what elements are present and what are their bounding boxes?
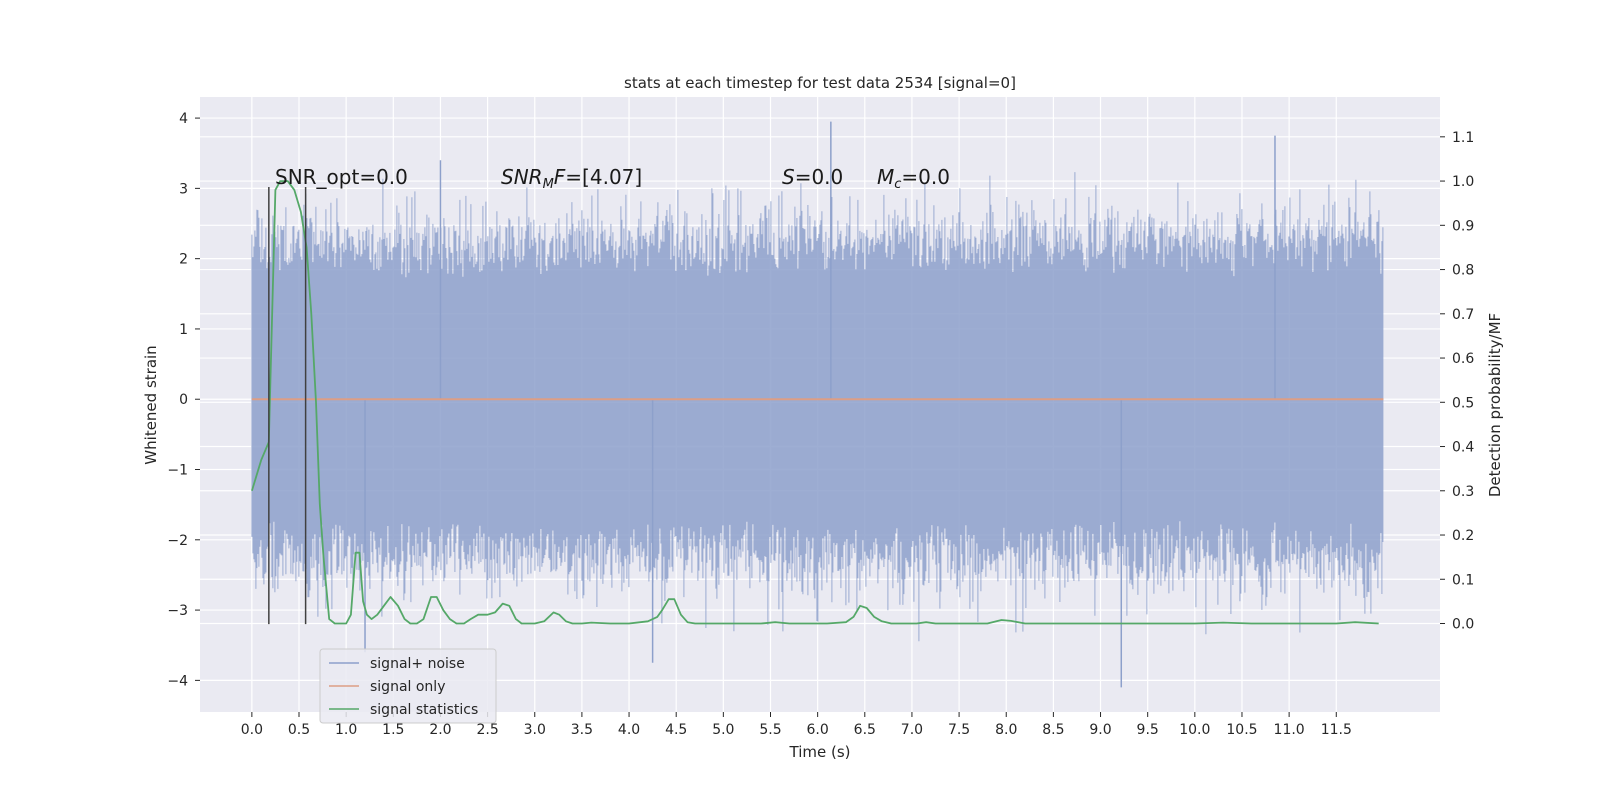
y-tick-label-right: 1.0 bbox=[1452, 174, 1474, 190]
y-tick-label-right: 0.1 bbox=[1452, 572, 1474, 588]
x-tick-label: 0.5 bbox=[288, 722, 310, 738]
x-tick-label: 11.5 bbox=[1321, 722, 1352, 738]
x-tick-label: 3.0 bbox=[524, 722, 546, 738]
x-axis: 0.0 0.5 1.0 1.5 2.0 2.5 3.0 3.5 4.0 4.5 5.0 5.5 6.0 6… bbox=[241, 712, 1352, 738]
x-tick-label: 9.0 bbox=[1089, 722, 1111, 738]
annotation-snr-mf: SNRMF=[4.07] bbox=[501, 165, 642, 192]
x-tick-label: 8.0 bbox=[995, 722, 1017, 738]
x-tick-label: 10.5 bbox=[1226, 722, 1257, 738]
legend-box bbox=[319, 648, 497, 724]
legend-label-signal-noise: signal+ noise bbox=[370, 656, 465, 672]
y-tick-label-right: 0.2 bbox=[1452, 528, 1474, 544]
x-tick-label: 4.5 bbox=[665, 722, 687, 738]
y-tick-label-left: 3 bbox=[179, 181, 188, 197]
y-tick-label-right: 0.3 bbox=[1452, 484, 1474, 500]
legend-label-signal-statistics: signal statistics bbox=[370, 702, 478, 718]
x-tick-label: 6.0 bbox=[807, 722, 829, 738]
y-tick-label-left: 4 bbox=[179, 111, 188, 127]
annotation-snr-opt: SNR_opt=0.0 bbox=[275, 165, 408, 189]
y-tick-label-right: 0.6 bbox=[1452, 351, 1474, 367]
y-axis-label-left: Whitened strain bbox=[142, 345, 160, 464]
legend-label-signal-only: signal only bbox=[370, 679, 445, 695]
y-tick-label-right: 0.5 bbox=[1452, 395, 1474, 411]
y-tick-label-left: 1 bbox=[179, 322, 188, 338]
y-axis-left: −4 −3 −2 −1 0 1 2 3 4 bbox=[167, 111, 200, 689]
chart-title: stats at each timestep for test data 253… bbox=[624, 74, 1016, 92]
y-tick-label-left: −3 bbox=[167, 603, 188, 619]
y-axis-right: 0.0 0.1 0.2 0.3 0.4 0.5 0.6 0.7 0.8 0.9 1.0 1.1 bbox=[1440, 130, 1474, 633]
x-tick-label: 7.0 bbox=[901, 722, 923, 738]
x-tick-label: 8.5 bbox=[1042, 722, 1064, 738]
y-tick-label-left: 0 bbox=[179, 392, 188, 408]
y-tick-label-left: 2 bbox=[179, 252, 188, 268]
x-tick-label: 6.5 bbox=[854, 722, 876, 738]
series-signal-statistics bbox=[251, 180, 1379, 625]
x-tick-label: 7.5 bbox=[948, 722, 970, 738]
x-axis-label: Time (s) bbox=[789, 743, 851, 761]
annotation-snr-mf-value: =[4.07] bbox=[565, 165, 642, 189]
x-tick-label: 1.5 bbox=[382, 722, 404, 738]
x-tick-label: 11.0 bbox=[1274, 722, 1305, 738]
x-tick-label: 9.5 bbox=[1137, 722, 1159, 738]
y-tick-label-right: 1.1 bbox=[1452, 130, 1474, 146]
x-tick-label: 2.5 bbox=[476, 722, 498, 738]
y-tick-label-right: 0.0 bbox=[1452, 617, 1474, 633]
y-tick-label-right: 0.7 bbox=[1452, 307, 1474, 323]
annotation-s-value: =0.0 bbox=[795, 165, 844, 189]
y-tick-label-left: −4 bbox=[167, 673, 188, 689]
y-axis-label-right: Detection probability/MF bbox=[1486, 313, 1504, 497]
annotation-mc-value: =0.0 bbox=[901, 165, 950, 189]
y-tick-label-left: −1 bbox=[167, 463, 188, 479]
legend: signal+ noise signal only signal statist… bbox=[319, 648, 497, 724]
annotation-s: S=0.0 bbox=[782, 165, 843, 189]
line-series bbox=[251, 180, 1384, 625]
x-tick-label: 5.5 bbox=[759, 722, 781, 738]
marker-lines bbox=[268, 186, 307, 625]
x-tick-label: 1.0 bbox=[335, 722, 357, 738]
x-tick-label: 4.0 bbox=[618, 722, 640, 738]
x-tick-label: 5.0 bbox=[712, 722, 734, 738]
x-tick-label: 2.0 bbox=[429, 722, 451, 738]
y-tick-label-right: 0.8 bbox=[1452, 263, 1474, 279]
x-tick-label: 10.0 bbox=[1179, 722, 1210, 738]
x-tick-label: 3.5 bbox=[571, 722, 593, 738]
x-tick-label: 0.0 bbox=[241, 722, 263, 738]
y-tick-label-right: 0.4 bbox=[1452, 440, 1474, 456]
y-tick-label-right: 0.9 bbox=[1452, 218, 1474, 234]
annotation-mc: Mc=0.0 bbox=[877, 165, 950, 192]
y-tick-label-left: −2 bbox=[167, 533, 188, 549]
